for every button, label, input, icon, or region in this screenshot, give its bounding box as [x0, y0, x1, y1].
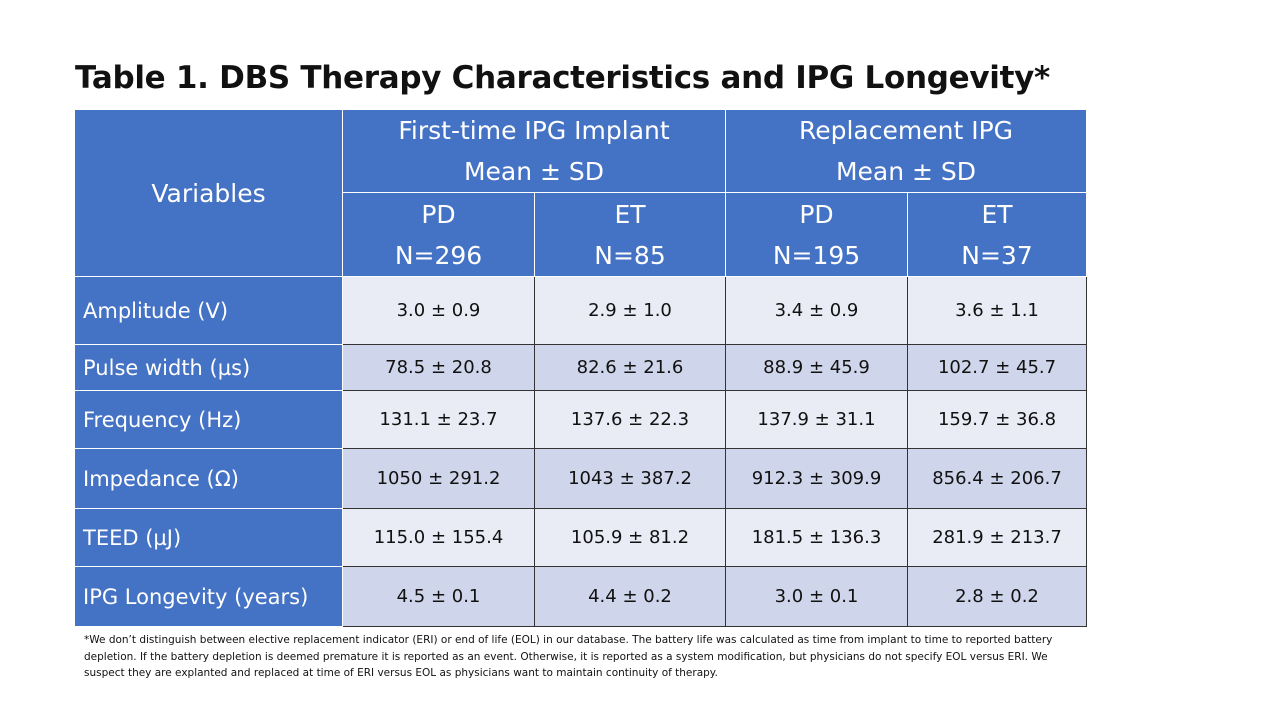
row-label: TEED (µJ): [74, 508, 343, 567]
table-cell: 78.5 ± 20.8: [342, 344, 535, 391]
table-cell: 82.6 ± 21.6: [534, 344, 726, 391]
table-row: Pulse width (µs) 78.5 ± 20.8 82.6 ± 21.6…: [74, 344, 1088, 391]
table-cell: 137.6 ± 22.3: [534, 390, 726, 449]
subgroup-n: N=85: [594, 240, 666, 270]
table-cell: 2.9 ± 1.0: [534, 276, 726, 345]
table-cell: 1050 ± 291.2: [342, 448, 535, 509]
subgroup-header: ET N=37: [906, 192, 1088, 277]
table-title: Table 1. DBS Therapy Characteristics and…: [75, 60, 1050, 96]
subgroup-name: ET: [981, 199, 1013, 229]
subgroup-header: ET N=85: [534, 192, 726, 277]
table-cell: 2.8 ± 0.2: [906, 566, 1088, 627]
table-cell: 137.9 ± 31.1: [725, 390, 908, 449]
table-cell: 4.4 ± 0.2: [534, 566, 726, 627]
row-label: IPG Longevity (years): [74, 566, 343, 627]
row-label: Amplitude (V): [74, 276, 343, 345]
group-header-replacement-line2: Mean ± SD: [835, 157, 977, 186]
group-header-replacement: Replacement IPG Mean ± SD: [724, 109, 1088, 193]
table-row: IPG Longevity (years) 4.5 ± 0.1 4.4 ± 0.…: [74, 566, 1088, 627]
row-label: Frequency (Hz): [74, 390, 343, 449]
subgroup-n: N=296: [394, 240, 483, 270]
subgroup-header: PD N=195: [725, 192, 908, 277]
subgroup-header: PD N=296: [342, 192, 535, 277]
row-label: Pulse width (µs): [74, 344, 343, 391]
table-cell: 856.4 ± 206.7: [906, 448, 1088, 509]
table-cell: 131.1 ± 23.7: [342, 390, 535, 449]
table-cell: 912.3 ± 309.9: [725, 448, 908, 509]
subgroup-n: N=195: [772, 240, 861, 270]
group-header-replacement-line1: Replacement IPG: [798, 116, 1014, 145]
table-cell: 88.9 ± 45.9: [725, 344, 908, 391]
table-row: Impedance (Ω) 1050 ± 291.2 1043 ± 387.2 …: [74, 448, 1088, 509]
table-cell: 3.0 ± 0.1: [725, 566, 908, 627]
subgroup-n: N=37: [961, 240, 1033, 270]
footnote: *We don’t distinguish between elective r…: [84, 634, 1053, 679]
row-label: Impedance (Ω): [74, 448, 343, 509]
table-cell: 3.6 ± 1.1: [906, 276, 1088, 345]
table-cell: 4.5 ± 0.1: [342, 566, 535, 627]
table-cell: 1043 ± 387.2: [534, 448, 726, 509]
table-cell: 102.7 ± 45.7: [906, 344, 1088, 391]
table-cell: 3.0 ± 0.9: [342, 276, 535, 345]
group-header-first-time-line2: Mean ± SD: [463, 157, 605, 186]
table-cell: 281.9 ± 213.7: [906, 508, 1088, 567]
table-cell: 115.0 ± 155.4: [342, 508, 535, 567]
therapy-table: Variables First-time IPG Implant Mean ± …: [74, 109, 1088, 627]
table-row: Amplitude (V) 3.0 ± 0.9 2.9 ± 1.0 3.4 ± …: [74, 276, 1088, 345]
table-row: TEED (µJ) 115.0 ± 155.4 105.9 ± 81.2 181…: [74, 508, 1088, 567]
subgroup-name: ET: [614, 199, 646, 229]
variables-header: Variables: [74, 109, 343, 277]
table-cell: 105.9 ± 81.2: [534, 508, 726, 567]
subgroup-name: PD: [799, 199, 834, 229]
table-cell: 159.7 ± 36.8: [906, 390, 1088, 449]
subgroup-name: PD: [421, 199, 456, 229]
group-header-first-time-line1: First-time IPG Implant: [398, 116, 670, 145]
group-header-first-time: First-time IPG Implant Mean ± SD: [342, 109, 726, 193]
table-cell: 3.4 ± 0.9: [725, 276, 908, 345]
table-row: Frequency (Hz) 131.1 ± 23.7 137.6 ± 22.3…: [74, 390, 1088, 449]
table-cell: 181.5 ± 136.3: [725, 508, 908, 567]
